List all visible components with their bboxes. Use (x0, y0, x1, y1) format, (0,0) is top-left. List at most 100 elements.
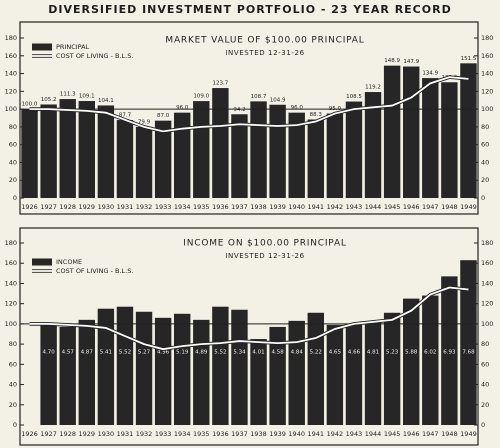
x-tick-label: 1928 (59, 203, 76, 211)
line (29, 286, 469, 351)
x-tick-label: 1940 (288, 203, 305, 211)
value-label: 151.5 (461, 56, 477, 62)
bar (116, 120, 134, 198)
bar-label: 4.70 (43, 350, 56, 356)
bar-label: 4.96 (157, 350, 170, 356)
bar (78, 101, 95, 198)
y-tick-label: 160 (5, 52, 17, 60)
bar (59, 99, 76, 198)
y2-tick-label: 160 (481, 52, 493, 60)
bar-label: 5.34 (233, 350, 246, 356)
bar (288, 320, 305, 425)
x-tick-label: 1943 (346, 430, 363, 438)
bar-label: 4.58 (272, 350, 285, 356)
bar-label: 5.41 (100, 350, 112, 356)
y2-tick-label: 0 (481, 421, 485, 429)
bar (135, 126, 153, 198)
y-tick-label: 180 (5, 34, 17, 42)
value-label: 79.9 (138, 119, 151, 125)
value-label: 96.0 (291, 105, 304, 111)
bar (383, 65, 401, 199)
value-label: 111.3 (60, 92, 76, 98)
y-tick-label: 100 (5, 320, 17, 328)
value-label: 100.0 (22, 102, 38, 108)
x-tick-label: 1939 (269, 203, 286, 211)
bar-label: 4.66 (348, 350, 361, 356)
x-tick-label: 1930 (98, 203, 115, 211)
bar (326, 113, 344, 198)
bar (116, 306, 134, 425)
legend-label: COST OF LIVING - B.L.S. (56, 52, 133, 60)
bar (174, 112, 191, 198)
x-tick-label: 1949 (460, 203, 477, 211)
x-tick-label: 1948 (441, 203, 458, 211)
bar (441, 82, 458, 198)
x-tick-label: 1944 (365, 430, 382, 438)
bar (403, 66, 420, 199)
value-label: 148.9 (384, 58, 400, 64)
value-label: 87.7 (119, 113, 132, 119)
x-tick-label: 1942 (327, 430, 344, 438)
y-tick-label: 80 (9, 123, 17, 131)
x-tick-label: 1948 (441, 430, 458, 438)
bar-label: 5.19 (176, 350, 189, 356)
legend-label: PRINCIPAL (56, 43, 90, 51)
y-tick-label: 0 (13, 194, 17, 202)
bar-label: 4.84 (291, 350, 304, 356)
bar (212, 306, 229, 425)
bar (364, 321, 382, 425)
bar (193, 319, 210, 425)
legend-label: INCOME (56, 258, 82, 266)
y-tick-label: 0 (13, 421, 17, 429)
chart-title: INCOME ON $100.00 PRINCIPAL (183, 239, 346, 249)
y-tick-label: 120 (5, 300, 17, 308)
bar (460, 260, 477, 425)
legend-swatch (32, 43, 52, 51)
x-tick-label: 1926 (21, 203, 38, 211)
x-tick-label: 1927 (40, 430, 57, 438)
y2-tick-label: 160 (481, 259, 493, 267)
x-tick-label: 1934 (174, 430, 191, 438)
value-label: 108.5 (346, 94, 362, 100)
y-tick-label: 100 (5, 105, 17, 113)
y-tick-label: 140 (5, 70, 17, 78)
x-tick-label: 1940 (288, 430, 305, 438)
value-label: 87.0 (157, 113, 170, 119)
bar (460, 63, 477, 199)
value-label: 134.9 (422, 71, 438, 77)
y2-tick-label: 80 (481, 340, 489, 348)
bar (21, 109, 38, 198)
y2-tick-label: 120 (481, 300, 493, 308)
y2-tick-label: 20 (481, 401, 489, 409)
bar (345, 101, 363, 198)
x-tick-label: 1937 (231, 430, 248, 438)
value-label: 96.0 (176, 105, 189, 111)
bar (422, 78, 439, 198)
y2-tick-label: 120 (481, 87, 493, 95)
bar (78, 319, 95, 425)
frame (19, 227, 479, 446)
x-tick-label: 1927 (40, 203, 57, 211)
value-label: 94.2 (233, 107, 245, 113)
y2-tick-label: 140 (481, 70, 493, 78)
bar (269, 326, 286, 425)
y2-tick-label: 100 (481, 105, 493, 113)
y-tick-label: 40 (9, 158, 17, 166)
value-label: 147.9 (403, 59, 419, 65)
x-tick-label: 1936 (212, 203, 229, 211)
bar (231, 309, 248, 425)
bar-label: 5.52 (214, 350, 226, 356)
bar (307, 312, 324, 425)
bar-label: 4.65 (329, 350, 342, 356)
value-label: 123.7 (213, 81, 229, 87)
bar (383, 312, 401, 425)
bar-label: 5.22 (310, 350, 322, 356)
bar (97, 105, 115, 198)
x-tick-label: 1933 (155, 430, 172, 438)
value-label: 105.2 (41, 97, 57, 103)
y-tick-label: 40 (9, 381, 17, 389)
x-tick-label: 1937 (231, 203, 248, 211)
value-label: 88.3 (310, 112, 323, 118)
frame (19, 21, 479, 215)
